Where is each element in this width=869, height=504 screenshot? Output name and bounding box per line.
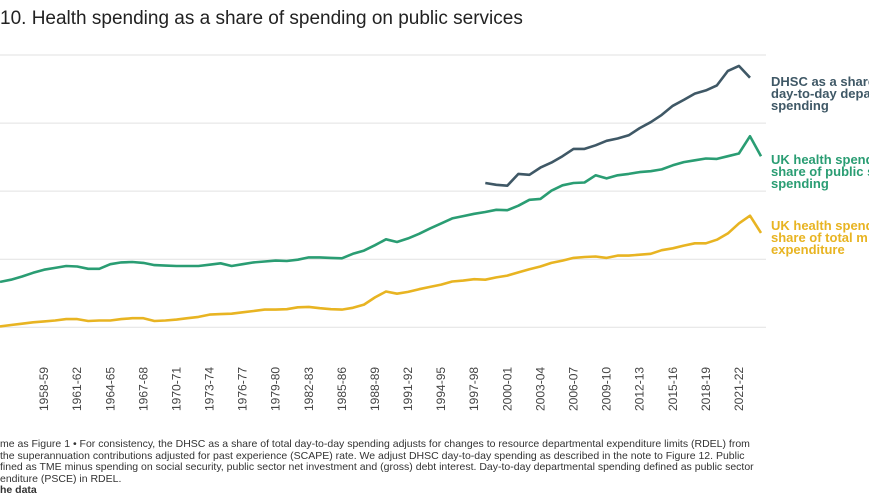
series-label-line: spending — [771, 98, 829, 113]
x-tick-label: 2006-07 — [567, 367, 581, 411]
series-label-line: expenditure — [771, 242, 845, 257]
chart-title: 10. Health spending as a share of spendi… — [0, 8, 523, 29]
series-label-2: UK health spend share of total m expenditu… — [771, 218, 869, 257]
x-tick-label: 2018-19 — [699, 367, 713, 411]
series-line-2 — [0, 214, 763, 328]
x-tick-label: 2003-04 — [533, 367, 547, 411]
x-tick-label: 2015-16 — [666, 367, 680, 411]
series-line-1 — [0, 134, 763, 284]
series-label-line: spending — [771, 176, 829, 191]
x-tick-label: 1994-95 — [434, 367, 448, 411]
series-label-line: UK health spend — [771, 152, 869, 167]
x-tick-label: 1988-89 — [368, 367, 382, 411]
x-tick-label: 1961-62 — [70, 367, 84, 411]
x-tick-label: 1964-65 — [103, 367, 117, 411]
x-tick-label: 2021-22 — [732, 367, 746, 411]
note-line-3: fined as TME minus spending on social se… — [0, 462, 754, 474]
x-tick-label: 1991-92 — [401, 367, 415, 411]
x-tick-label: 1997-98 — [467, 367, 481, 411]
x-tick-label: 1982-83 — [302, 367, 316, 411]
x-tick-label: 1976-77 — [236, 367, 250, 411]
series-label-line: share of public s — [771, 164, 869, 179]
series-label-line: UK health spend — [771, 218, 869, 233]
x-axis-tick-labels: 1958-59 1961-62 1964-65 1967-68 1970-71 1973-… — [37, 367, 746, 411]
series-lines — [0, 64, 763, 328]
x-tick-label: 1970-71 — [169, 367, 183, 411]
x-tick-label: 2009-10 — [600, 367, 614, 411]
x-tick-label: 1973-74 — [203, 367, 217, 411]
x-tick-label: 1985-86 — [335, 367, 349, 411]
series-label-line: DHSC as a share — [771, 74, 869, 89]
x-tick-label: 1958-59 — [37, 367, 51, 411]
source-label: he data — [0, 485, 37, 497]
series-label-1: UK health spend share of public s spending — [771, 152, 869, 191]
series-label-line: share of total m — [771, 230, 868, 245]
note-line-1: me as Figure 1 • For consistency, the DH… — [0, 439, 750, 450]
series-label-line: day-to-day depa — [771, 86, 869, 101]
x-tick-label: 2000-01 — [500, 367, 514, 411]
x-tick-label: 1967-68 — [136, 367, 150, 411]
note-line-4: enditure (PSCE) in RDEL. — [0, 473, 122, 485]
x-tick-label: 1979-80 — [269, 367, 283, 411]
gridlines — [0, 54, 766, 328]
note-line-2: the superannuation contributions adjuste… — [0, 450, 745, 462]
series-label-0: DHSC as a share day-to-day depa spending — [771, 74, 869, 113]
series-labels: DHSC as a share day-to-day depa spendingUK… — [771, 74, 869, 257]
series-line-0 — [485, 64, 751, 187]
line-chart: 1958-59 1961-62 1964-65 1967-68 1970-71 1973-… — [0, 54, 869, 411]
x-tick-label: 2012-13 — [633, 367, 647, 411]
chart-notes: me as Figure 1 • For consistency, the DH… — [0, 439, 869, 497]
